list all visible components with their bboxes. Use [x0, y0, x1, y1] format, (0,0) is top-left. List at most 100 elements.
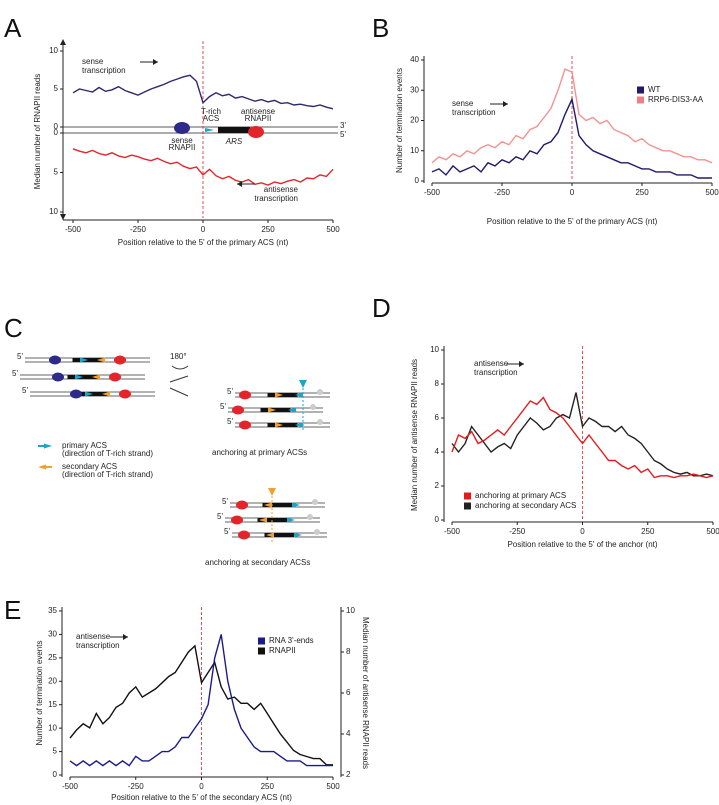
x-tick-label: 250	[261, 225, 275, 234]
strand-end: 5'	[22, 386, 28, 395]
ghost	[312, 499, 318, 505]
polymerase	[239, 420, 251, 430]
annotation: sense	[82, 57, 104, 66]
axis-arrow	[60, 39, 66, 45]
y-axis-label: Median number of antisense RNAPII reads	[410, 359, 419, 511]
y-tick-label: 5	[54, 168, 59, 177]
series-line	[431, 68, 713, 164]
y2-tick-label: 6	[346, 688, 351, 697]
annotation-arrow	[123, 634, 128, 640]
arrow	[169, 375, 189, 383]
construct-label: RNAPII	[245, 114, 272, 123]
acs-arrow	[288, 407, 296, 413]
acs-arrow	[268, 407, 276, 413]
legend-label: WT	[648, 85, 661, 94]
construct-label: antisense	[241, 107, 276, 116]
y-tick-label: 0	[54, 128, 59, 137]
y2-axis-label: Median number of antisense RNAPII reads	[361, 617, 370, 769]
y-tick-label: 2	[435, 481, 440, 490]
panel-letter: E	[4, 595, 21, 625]
construct-label: sense	[171, 136, 193, 145]
annotation: transcription	[474, 368, 518, 377]
acs-arrow	[75, 374, 83, 380]
acs-arrow	[38, 464, 46, 470]
annotation-arrow	[503, 101, 508, 107]
y-tick-label: 0	[54, 122, 59, 131]
polymerase	[231, 515, 243, 525]
construct-label: ACS	[203, 114, 219, 123]
key-tail	[38, 445, 44, 447]
acs-arrow	[259, 517, 267, 523]
construct-label: RNAPII	[169, 143, 196, 152]
polymerase	[232, 405, 244, 415]
legend-label: RNA 3'-ends	[269, 636, 314, 645]
strand-end: 5'	[220, 402, 226, 411]
polymerase	[238, 530, 250, 540]
ghost	[310, 404, 316, 410]
x-tick-label: -500	[65, 225, 82, 234]
y-tick-label: 5	[53, 747, 58, 756]
panel-letter: A	[4, 13, 22, 43]
annotation: antisense	[264, 185, 299, 194]
strand-end: 3'	[340, 121, 346, 130]
series-line	[69, 634, 333, 767]
legend-swatch	[464, 502, 471, 510]
polymerase	[52, 372, 64, 382]
ghost	[314, 529, 320, 535]
y-tick-label: 8	[435, 379, 440, 388]
y-tick-label: 10	[49, 46, 58, 55]
x-tick-label: 500	[326, 782, 340, 791]
annotation: transcription	[254, 194, 298, 203]
ghost	[317, 389, 323, 395]
ghost	[317, 419, 323, 425]
y-tick-label: 30	[410, 85, 419, 94]
annotation: transcription	[76, 641, 120, 650]
panel-letter: D	[372, 293, 391, 323]
polymerase	[109, 372, 121, 382]
y-tick-label: 0	[53, 770, 58, 779]
polymerase	[114, 355, 126, 365]
x-tick-label: -500	[424, 188, 441, 197]
panel-letter: C	[4, 313, 23, 343]
acs-arrow	[205, 128, 214, 132]
acs-arrow	[292, 502, 300, 508]
x-axis-label: Position relative to the 5' of the ancho…	[507, 540, 657, 549]
legend-swatch	[637, 96, 644, 104]
key-label: primary ACS	[62, 441, 107, 450]
x-axis-label: Position relative to the 5' of the prima…	[487, 217, 658, 226]
panel-c-diagram: 5'5'5' 5'5'5'5'5'5'	[12, 352, 330, 542]
sense-polymerase	[174, 122, 190, 134]
y-tick-label: 30	[48, 630, 57, 639]
anchor-mark	[268, 488, 276, 496]
arrow	[169, 387, 189, 397]
acs-arrow	[97, 357, 105, 363]
y-axis-label: Median number of RNAPII reads	[33, 74, 42, 190]
axis-arrow	[60, 214, 66, 220]
x-tick-label: -500	[62, 782, 79, 791]
antisense-polymerase	[248, 126, 264, 138]
acs-arrow	[294, 532, 302, 538]
y2-tick-label: 4	[346, 729, 351, 738]
y2-tick-label: 8	[346, 647, 351, 656]
y2-tick-label: 10	[346, 606, 355, 615]
y-tick-label: 6	[435, 413, 440, 422]
legend-label: anchoring at secondary ACS	[475, 501, 576, 510]
acs-arrow	[275, 422, 283, 428]
strand-end: 5'	[217, 512, 223, 521]
x-axis-label: Position relative to the 5' of the secon…	[111, 793, 292, 802]
x-tick-label: -250	[128, 782, 145, 791]
strand-end: 5'	[227, 417, 233, 426]
strand-end: 5'	[12, 369, 18, 378]
x-tick-label: -250	[130, 225, 147, 234]
construct-label: T-rich	[201, 107, 221, 116]
ars-element	[218, 127, 250, 133]
construct-label: ARS	[225, 137, 243, 146]
annotation-arrow	[153, 59, 158, 65]
x-axis-label: Position relative to the 5' of the prima…	[118, 238, 289, 247]
y-tick-label: 15	[48, 700, 57, 709]
strand-end: 5'	[227, 387, 233, 396]
y-tick-label: 40	[410, 55, 419, 64]
x-tick-label: 500	[706, 527, 719, 536]
x-tick-label: 0	[199, 782, 204, 791]
